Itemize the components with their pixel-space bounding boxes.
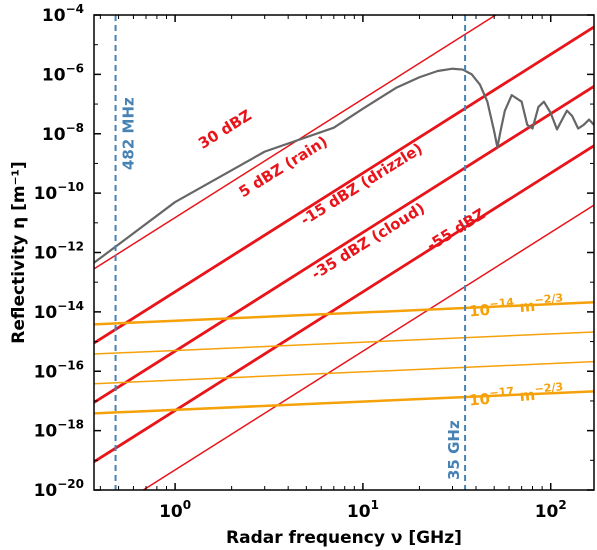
series-line-9 bbox=[94, 67, 594, 264]
y-axis-label: Reflectivity η [m⁻¹] bbox=[9, 161, 29, 344]
series-line-0 bbox=[94, 15, 498, 270]
plot-area bbox=[94, 15, 594, 490]
y-tick-label: 10−6 bbox=[42, 61, 84, 85]
annotation-6: 10−17 m−2/3 bbox=[468, 380, 564, 409]
x-tick-label: 100 bbox=[159, 498, 191, 522]
series-line-8 bbox=[94, 390, 594, 415]
y-tick-label: 10−12 bbox=[34, 240, 84, 264]
y-tick-label: 10−4 bbox=[42, 2, 84, 26]
y-tick-label: 10−16 bbox=[34, 358, 84, 382]
y-tick-label: 10−14 bbox=[34, 299, 84, 323]
y-tick-label: 10−18 bbox=[34, 418, 84, 442]
series-line-4 bbox=[141, 204, 594, 490]
annotation-1: 5 dBZ (rain) bbox=[236, 132, 331, 201]
series-line-1 bbox=[94, 25, 594, 345]
y-tick-label: 10−20 bbox=[34, 477, 84, 501]
y-tick-label: 10−10 bbox=[34, 180, 84, 204]
series-line-6 bbox=[94, 331, 594, 355]
annotation-4: -55 dBZ bbox=[423, 205, 488, 255]
annotation-5: 10−14 m−2/3 bbox=[468, 291, 564, 320]
vline-label-1: 35 GHz bbox=[445, 420, 463, 480]
series-line-5 bbox=[94, 301, 594, 326]
x-axis-label: Radar frequency ν [GHz] bbox=[226, 528, 462, 548]
annotation-0: 30 dBZ bbox=[195, 106, 255, 153]
tick-layer: 10−20 10−18 10−16 10−14 10−12 10−10 10−8 10−6 10… bbox=[34, 2, 594, 522]
series-line-7 bbox=[94, 360, 594, 385]
y-tick-label: 10−8 bbox=[42, 121, 84, 145]
x-tick-label: 101 bbox=[347, 498, 379, 522]
vline-label-0: 482 MHz bbox=[120, 97, 138, 170]
x-tick-label: 102 bbox=[535, 498, 567, 522]
